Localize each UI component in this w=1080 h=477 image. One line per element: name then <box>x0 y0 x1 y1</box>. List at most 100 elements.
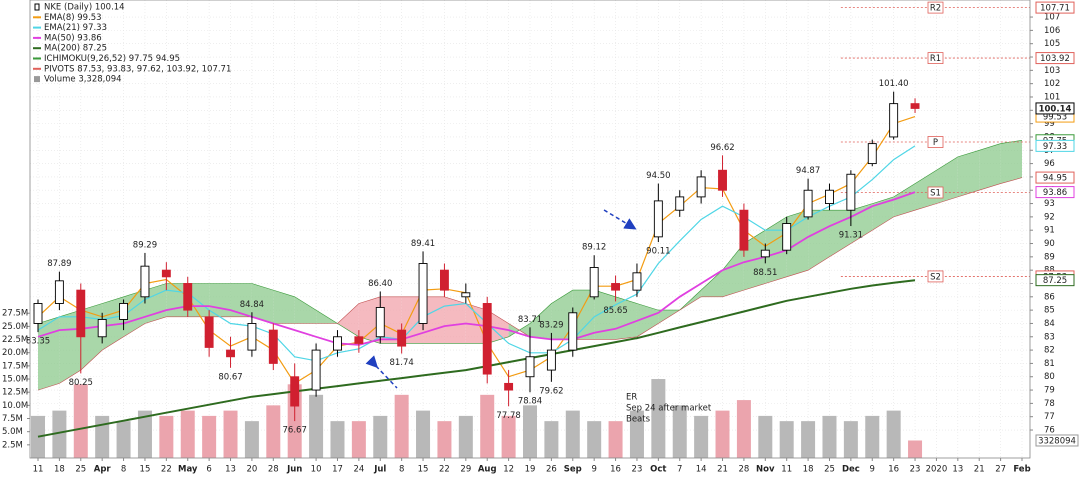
x-tick-label: 2020 <box>926 465 948 475</box>
volume-bar <box>330 421 345 458</box>
low-label: 88.51 <box>753 268 777 278</box>
x-tick-label: 29 <box>460 465 471 475</box>
x-tick-label: 25 <box>75 465 86 475</box>
volume-bar <box>736 400 751 458</box>
y-tick-label: 90 <box>1044 239 1055 249</box>
x-tick-label: 25 <box>824 465 835 475</box>
volume-bar <box>266 405 281 458</box>
x-tick-label: May <box>178 465 198 475</box>
candle-body <box>632 272 642 291</box>
x-tick-label: 22 <box>161 465 172 475</box>
volume-bar <box>672 405 687 458</box>
candle-body <box>461 292 471 298</box>
x-tick-label: 20 <box>246 465 257 475</box>
candle-body <box>867 143 877 165</box>
volume-bar <box>373 415 388 458</box>
cloud-segment <box>80 303 103 371</box>
volume-marker-box <box>1035 434 1079 447</box>
x-tick-label: 15 <box>418 465 429 475</box>
high-label: 94.50 <box>646 171 670 181</box>
candle-body <box>589 267 599 298</box>
price-marker-label: 107.71 <box>1040 4 1070 14</box>
volume-bar <box>480 394 495 458</box>
legend-label: EMA(8) 99.53 <box>44 13 102 23</box>
y-tick-label: 102 <box>1044 79 1060 89</box>
cloud-segment <box>102 296 124 351</box>
price-marker-label: 93.86 <box>1043 188 1067 198</box>
x-tick-label: 13 <box>225 465 236 475</box>
volume-bar <box>694 415 709 458</box>
price-marker-label: 87.25 <box>1043 276 1067 286</box>
legend-label: MA(200) 87.25 <box>44 44 107 54</box>
volume-bar <box>843 421 858 458</box>
candle-body <box>119 303 129 320</box>
y-tick-label: 79 <box>1044 386 1055 396</box>
cloud-segment <box>893 183 916 217</box>
cloud-segment <box>230 283 252 317</box>
low-label: 90.11 <box>646 247 670 257</box>
volume-bar <box>73 384 88 458</box>
y2-tick-label: 15.0M <box>2 375 28 385</box>
x-tick-label: 18 <box>54 465 65 475</box>
x-tick-label: Apr <box>94 465 112 475</box>
y-tick-label: 77 <box>1044 412 1055 422</box>
x-tick-label: 26 <box>546 465 557 475</box>
low-label: 80.67 <box>218 372 242 382</box>
x-tick-label: Oct <box>650 465 666 475</box>
candle-body <box>290 376 300 407</box>
price-marker-box <box>1035 139 1075 152</box>
cloud-segment <box>636 303 659 337</box>
candle-body <box>760 249 770 258</box>
candle-body <box>268 329 278 364</box>
note: Beats <box>626 415 651 425</box>
annotation-arrow <box>365 355 398 389</box>
candle-body <box>375 307 385 338</box>
note: ER <box>626 393 637 403</box>
volume-bar <box>31 415 45 458</box>
y-tick-label: 83 <box>1044 332 1055 342</box>
candle-body <box>76 289 86 338</box>
x-tick-label: 11 <box>781 465 792 475</box>
legend-label: PIVOTS 87.53, 93.83, 97.62, 103.92, 107.… <box>44 64 231 74</box>
x-tick-label: 18 <box>803 465 814 475</box>
volume-bar <box>715 410 730 458</box>
price-marker-box <box>1035 52 1075 65</box>
price-marker-box <box>1035 171 1075 184</box>
candle-body <box>204 316 214 348</box>
volume-bar <box>865 415 880 458</box>
candle-body <box>825 189 834 205</box>
y-tick-label: 82 <box>1044 346 1055 356</box>
cloud-segment <box>615 296 637 340</box>
low-label: 80.25 <box>69 378 93 388</box>
y-tick-label: 86 <box>1044 292 1055 302</box>
y-tick-label: 91 <box>1044 226 1055 236</box>
low-label: 79.62 <box>539 386 563 396</box>
x-tick-label: 24 <box>353 465 364 475</box>
price-marker-label: 97.33 <box>1043 142 1067 152</box>
candle-body <box>910 103 920 109</box>
x-tick-label: 8 <box>121 465 126 475</box>
volume-bar <box>629 410 644 458</box>
y-tick-label: 96 <box>1044 159 1055 169</box>
x-tick-label: Jun <box>286 465 302 475</box>
x-tick-label: 28 <box>738 465 749 475</box>
high-label: 89.41 <box>411 239 435 249</box>
cloud-segment <box>765 216 787 284</box>
candle-body <box>97 319 107 338</box>
price-marker-box <box>1035 1 1075 14</box>
x-tick-label: 15 <box>140 465 151 475</box>
volume-bar <box>309 394 324 458</box>
cloud-segment <box>572 290 595 340</box>
cloud-segment <box>957 150 980 197</box>
candle-body <box>525 356 535 378</box>
cloud-segment <box>337 303 359 337</box>
x-tick-label: 8 <box>399 465 404 475</box>
candle-body <box>140 265 150 298</box>
volume-bar <box>137 410 152 458</box>
cloud-segment <box>144 283 167 324</box>
high-label: 101.40 <box>879 79 909 89</box>
legend-swatch <box>34 3 40 11</box>
legend-swatch <box>34 76 40 83</box>
cloud-segment <box>722 243 744 297</box>
x-tick-label: Feb <box>1013 465 1030 475</box>
